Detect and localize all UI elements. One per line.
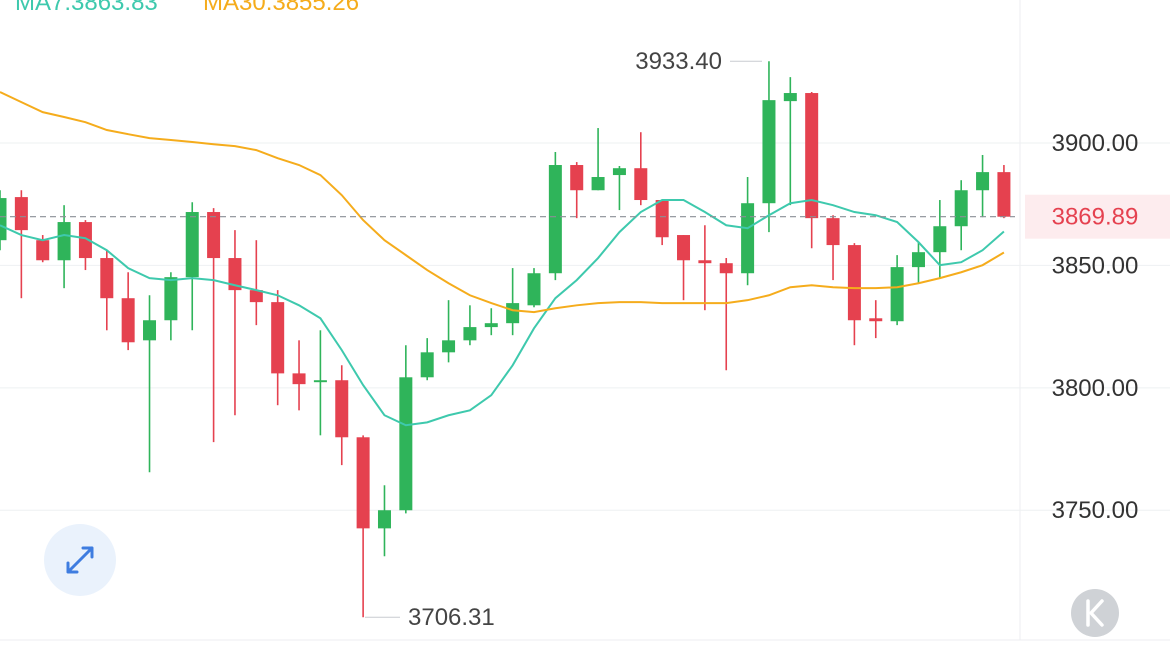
ma-line	[0, 91, 1005, 314]
candle-body	[313, 380, 327, 383]
candle-body	[933, 226, 947, 253]
legend-entry: MA30:3855.26	[203, 0, 359, 16]
y-tick-label: 3850.00	[1052, 252, 1139, 279]
candle-body	[335, 380, 349, 438]
candle-body	[377, 510, 391, 529]
candle-body	[100, 258, 114, 299]
last-price-label: 3869.89	[1052, 204, 1139, 231]
back-button[interactable]	[1071, 589, 1119, 637]
candle-body	[527, 273, 541, 306]
expand-icon[interactable]	[66, 546, 94, 574]
candle-body	[0, 198, 7, 241]
candle-body	[954, 190, 968, 227]
candle-body	[57, 222, 71, 261]
candle-body	[271, 302, 285, 374]
candle-body	[484, 323, 498, 328]
candle-body	[719, 263, 733, 274]
candle-body	[847, 245, 861, 321]
candle-body	[36, 240, 50, 261]
back-bg[interactable]	[1071, 589, 1119, 637]
candle-body	[911, 252, 925, 268]
candle-body	[976, 172, 990, 191]
candle-body	[14, 197, 28, 231]
candle-body	[591, 177, 605, 191]
candle-body	[420, 352, 434, 378]
candle-body	[228, 258, 242, 291]
candle-body	[143, 320, 157, 341]
candle-body	[292, 373, 306, 385]
candle-body	[399, 377, 413, 511]
candle-body	[121, 298, 135, 343]
legend-entry: MA7:3863.83	[15, 0, 158, 16]
candle-body	[506, 303, 520, 324]
candle-body	[741, 203, 755, 274]
candle-body	[655, 200, 669, 238]
candle-body	[207, 212, 221, 259]
candle-body	[869, 318, 883, 322]
candle-body	[762, 100, 776, 204]
candle-body	[677, 235, 691, 261]
candle-body	[570, 165, 584, 191]
y-tick-label: 3900.00	[1052, 130, 1139, 157]
high-label: 3933.40	[635, 48, 722, 75]
candle-body	[612, 168, 626, 176]
expand-button[interactable]	[44, 524, 116, 596]
candle-body	[634, 168, 648, 201]
last-price-bg	[1025, 194, 1170, 239]
candle-body	[805, 93, 819, 219]
candle-body	[185, 212, 199, 278]
candle-body	[164, 277, 178, 321]
candle-body	[997, 172, 1011, 217]
candle-body	[463, 327, 477, 341]
candle-body	[78, 222, 92, 259]
candle-body	[698, 260, 712, 264]
candle-body	[548, 165, 562, 274]
candle-body	[783, 93, 797, 102]
candle-body	[356, 437, 370, 529]
low-label: 3706.31	[408, 604, 495, 631]
candle-body	[249, 290, 263, 303]
candle-body	[890, 267, 904, 322]
y-tick-label: 3750.00	[1052, 497, 1139, 524]
candle-body	[826, 218, 840, 246]
back-icon[interactable]	[1086, 599, 1104, 627]
y-tick-label: 3800.00	[1052, 375, 1139, 402]
ma-line	[0, 199, 1005, 427]
plot	[0, 61, 1170, 618]
candle-body	[442, 340, 456, 353]
